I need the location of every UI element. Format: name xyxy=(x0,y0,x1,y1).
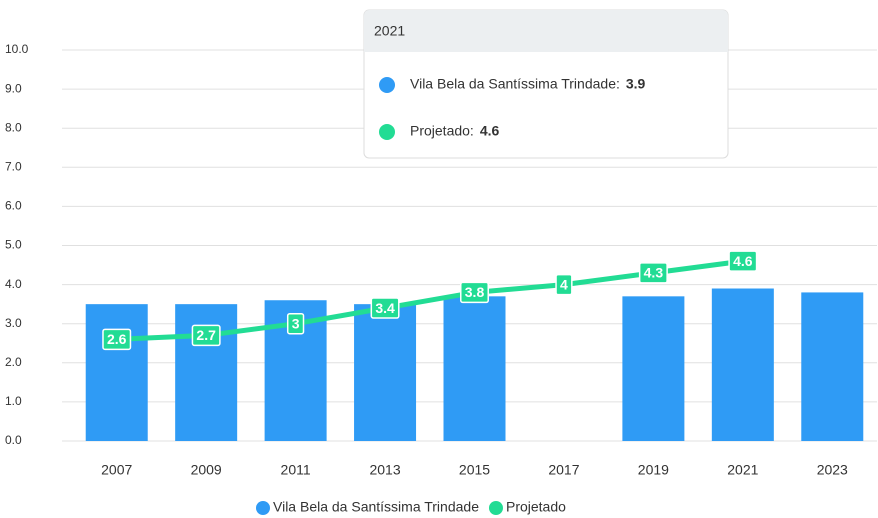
tooltip-title: 2021 xyxy=(374,23,405,39)
y-tick-label: 0.0 xyxy=(5,433,22,447)
data-label: 2.6 xyxy=(102,328,132,351)
legend-label: Projetado xyxy=(506,499,566,515)
x-tick-label: 2017 xyxy=(548,462,579,478)
bar xyxy=(354,304,417,441)
tooltip-value: 3.9 xyxy=(626,76,646,92)
data-label: 3.4 xyxy=(370,297,400,319)
data-label-box xyxy=(555,273,573,296)
y-tick-label: 8.0 xyxy=(5,120,22,134)
data-label-text: 4.3 xyxy=(644,265,664,281)
data-label: 4 xyxy=(555,273,573,296)
data-label-text: 2.6 xyxy=(107,331,127,347)
y-tick-label: 9.0 xyxy=(5,81,22,95)
x-tick-label: 2013 xyxy=(369,462,400,478)
y-tick-label: 10.0 xyxy=(5,42,29,56)
data-label: 4.3 xyxy=(638,262,668,284)
data-label-box xyxy=(728,250,758,272)
bar xyxy=(85,304,148,441)
y-tick-label: 6.0 xyxy=(5,199,22,213)
x-tick-label: 2019 xyxy=(638,462,669,478)
y-tick-label: 2.0 xyxy=(5,355,22,369)
bar xyxy=(443,296,506,441)
tooltip-label: Vila Bela da Santíssima Trindade: xyxy=(410,76,620,92)
data-label-box xyxy=(460,281,489,304)
bar xyxy=(622,296,685,441)
x-tick-label: 2011 xyxy=(281,462,311,478)
legend-swatch xyxy=(488,501,503,515)
data-label-box xyxy=(638,262,668,284)
data-label-text: 3 xyxy=(292,315,300,331)
data-label-text: 3.8 xyxy=(465,284,485,300)
data-label-text: 3.4 xyxy=(375,300,395,316)
x-tick-label: 2021 xyxy=(727,462,758,478)
tooltip-marker xyxy=(379,124,395,140)
y-tick-label: 5.0 xyxy=(5,238,22,252)
y-tick-label: 7.0 xyxy=(5,159,22,173)
bar xyxy=(801,292,864,441)
tooltip-value: 4.6 xyxy=(480,123,500,139)
x-tick-label: 2023 xyxy=(817,462,848,478)
data-label: 2.7 xyxy=(191,324,221,347)
y-tick-label: 3.0 xyxy=(5,316,22,330)
data-label-box xyxy=(370,297,400,319)
data-label-text: 4 xyxy=(560,276,568,292)
data-label-text: 2.7 xyxy=(196,327,216,343)
x-tick-label: 2007 xyxy=(101,462,132,478)
x-tick-label: 2015 xyxy=(459,462,490,478)
data-label: 4.6 xyxy=(728,250,758,272)
legend: Vila Bela da Santíssima Trindade Projetad… xyxy=(256,499,566,515)
tooltip-header xyxy=(364,10,728,52)
data-label-text: 4.6 xyxy=(733,253,753,269)
y-tick-label: 1.0 xyxy=(5,394,22,408)
data-label-box xyxy=(102,328,132,351)
bar xyxy=(711,288,774,441)
y-tick-label: 4.0 xyxy=(5,277,22,291)
legend-label: Vila Bela da Santíssima Trindade xyxy=(273,499,479,515)
x-tick-label: 2009 xyxy=(191,462,222,478)
data-label-box xyxy=(286,312,305,335)
line xyxy=(116,258,744,342)
data-label: 3 xyxy=(286,312,305,335)
data-label-box xyxy=(191,324,221,347)
tooltip-label: Projetado: xyxy=(410,123,474,139)
legend-swatch xyxy=(256,501,270,515)
data-label: 3.8 xyxy=(460,281,489,304)
tooltip-marker xyxy=(379,77,395,93)
tooltip: 2021 Vila Bela da Santíssima Trindade: 3.9… xyxy=(363,9,729,159)
bar xyxy=(175,304,238,441)
